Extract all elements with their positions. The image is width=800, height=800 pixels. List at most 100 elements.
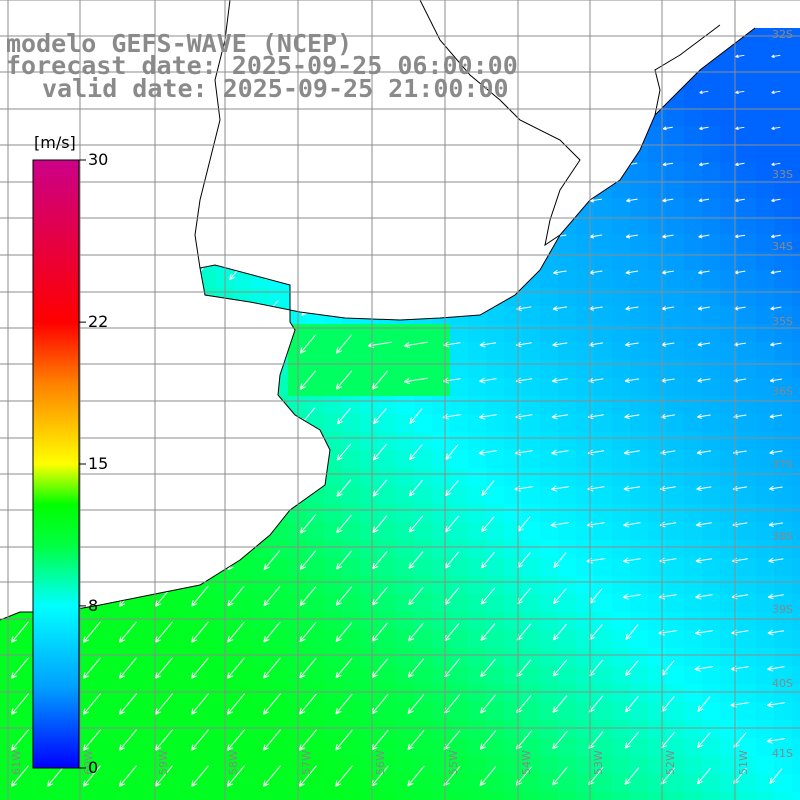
field-cell [684,648,702,666]
field-cell [108,108,126,126]
field-cell [360,756,378,774]
field-cell [720,270,738,288]
field-cell [198,756,216,774]
field-cell [468,666,486,684]
field-cell [72,774,90,792]
field-cell [378,414,396,432]
colorbar-bar [32,159,80,769]
field-cell [360,432,378,450]
wind-arrow [299,621,317,643]
field-cell [666,396,684,414]
field-cell [504,792,522,800]
field-cell [666,432,684,450]
field-cell [306,630,324,648]
field-cell [342,594,360,612]
wind-arrow [264,407,280,425]
field-cell [108,306,126,324]
field-cell [540,108,558,126]
field-cell [774,216,792,234]
field-cell [702,360,720,378]
wind-arrow [263,161,281,168]
field-cell [234,522,252,540]
field-cell [738,126,756,144]
field-cell [270,684,288,702]
field-cell [90,720,108,738]
field-cell [90,558,108,576]
field-cell [612,414,630,432]
field-cell [234,360,252,378]
field-cell [378,540,396,558]
field-cell [702,756,720,774]
wind-arrow [82,729,101,751]
field-cell [522,378,540,396]
field-cell [198,504,216,522]
field-cell [198,324,216,342]
field-cell [234,450,252,468]
field-cell [540,792,558,800]
field-cell [612,396,630,414]
wind-arrow [769,450,783,455]
field-cell [342,198,360,216]
field-cell [486,378,504,396]
field-cell [576,648,594,666]
field-cell [792,54,800,72]
wind-arrow [662,162,674,167]
colorbar-unit: [m/s] [34,133,76,152]
wind-arrow [769,485,783,491]
field-cell [576,180,594,198]
field-cell [144,270,162,288]
field-cell [0,738,18,756]
field-cell [792,450,800,468]
field-cell [774,792,792,800]
field-cell [774,162,792,180]
field-cell [522,468,540,486]
wind-arrow [736,19,745,22]
field-cell [414,522,432,540]
wind-arrow [120,227,136,245]
field-cell [504,612,522,630]
field-cell [324,432,342,450]
field-cell [180,0,198,18]
field-cell [684,738,702,756]
wind-arrow [697,378,711,383]
field-cell [792,216,800,234]
field-cell [360,666,378,684]
field-cell [486,234,504,252]
wind-arrow [554,54,566,59]
field-cell [0,576,18,594]
field-cell [396,648,414,666]
field-cell [720,540,738,558]
field-cell [288,324,306,342]
wind-arrow [771,54,781,59]
wind-arrow [770,342,782,347]
field-cell [558,360,576,378]
field-cell [468,342,486,360]
field-cell [486,720,504,738]
field-cell [126,288,144,306]
field-cell [684,180,702,198]
wind-arrow [298,765,317,787]
field-cell [486,126,504,144]
wind-arrow [371,269,389,276]
field-cell [756,648,774,666]
wind-arrow [588,413,604,420]
field-cell [792,576,800,594]
field-cell [540,504,558,522]
wind-arrow [228,299,243,317]
field-cell [756,486,774,504]
field-cell [126,720,144,738]
wind-arrow [299,657,317,679]
field-cell [558,612,576,630]
field-cell [774,486,792,504]
field-cell [396,432,414,450]
field-cell [396,324,414,342]
field-cell [594,54,612,72]
field-cell [360,720,378,738]
field-cell [180,486,198,504]
wind-arrow [766,737,786,744]
field-cell [252,666,270,684]
field-cell [378,342,396,360]
field-cell [90,702,108,720]
field-cell [306,108,324,126]
field-cell [504,144,522,162]
